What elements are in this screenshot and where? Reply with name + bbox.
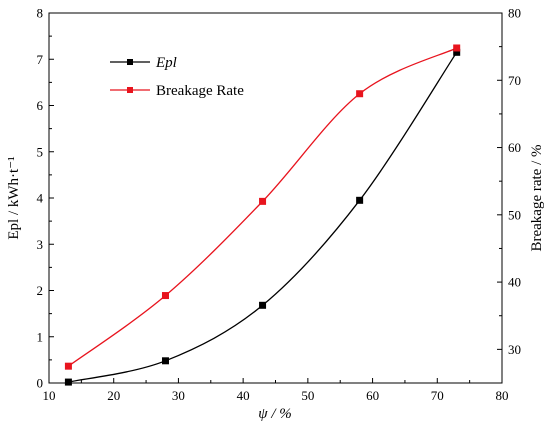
y-left-tick-label-2: 2 (37, 283, 44, 298)
x-tick-label-4: 50 (301, 388, 314, 403)
series-0-point-1 (161, 357, 169, 365)
x-tick-label-1: 20 (107, 388, 120, 403)
series-1-point-2 (259, 197, 267, 205)
y-right-tick-label-0: 30 (508, 342, 521, 357)
x-tick-label-5: 60 (366, 388, 379, 403)
y-right-tick-label-1: 40 (508, 275, 521, 290)
series-markers (64, 44, 461, 386)
series-0-point-4 (453, 48, 461, 56)
axis-ticks: 10 20 30 40 50 60 70 80 0 1 2 3 4 5 6 7 8 30 40 50 60 70 80 (37, 6, 522, 404)
legend-marker-epl (127, 59, 133, 65)
y-left-axis-label: Epl / kWh·t⁻¹ (6, 156, 22, 239)
x-tick-label-3: 40 (237, 388, 250, 403)
y-left-tick-label-6: 6 (37, 98, 44, 113)
y-left-tick-label-0: 0 (37, 376, 44, 391)
x-tick-label-0: 10 (43, 388, 56, 403)
y-left-tick-label-4: 4 (37, 191, 44, 206)
legend-marker-breakage (127, 87, 133, 93)
series-line-0 (68, 51, 458, 383)
series-1-point-0 (64, 362, 72, 370)
y-left-tick-label-3: 3 (37, 237, 44, 252)
y-right-tick-label-4: 70 (508, 73, 521, 88)
y-right-axis-label: Breakage rate / % (529, 144, 545, 251)
y-left-tick-label-7: 7 (37, 52, 44, 67)
series-1-point-4 (453, 44, 461, 52)
legend-label-breakage: Breakage Rate (156, 83, 244, 99)
y-left-tick-label-1: 1 (37, 329, 44, 344)
series-1-point-3 (356, 90, 364, 98)
x-tick-label-7: 80 (496, 388, 509, 403)
plot-frame (48, 12, 503, 384)
x-tick-label-6: 70 (431, 388, 444, 403)
y-right-tick-label-2: 50 (508, 207, 521, 222)
y-left-tick-label-8: 8 (37, 6, 44, 21)
series-1-point-1 (161, 292, 169, 300)
series-0-point-0 (64, 378, 72, 386)
legend-label-epl: Epl (155, 55, 177, 71)
series-0-point-2 (259, 301, 267, 309)
y-right-tick-label-5: 80 (508, 6, 521, 21)
y-right-tick-label-3: 60 (508, 140, 521, 155)
x-tick-label-2: 30 (172, 388, 185, 403)
series-line-1 (68, 47, 457, 367)
legend: Epl Breakage Rate (110, 55, 244, 99)
series-curves (68, 47, 458, 383)
series-0-point-3 (356, 196, 364, 204)
y-left-tick-label-5: 5 (37, 144, 44, 159)
x-axis-label: ψ / % (258, 406, 291, 422)
